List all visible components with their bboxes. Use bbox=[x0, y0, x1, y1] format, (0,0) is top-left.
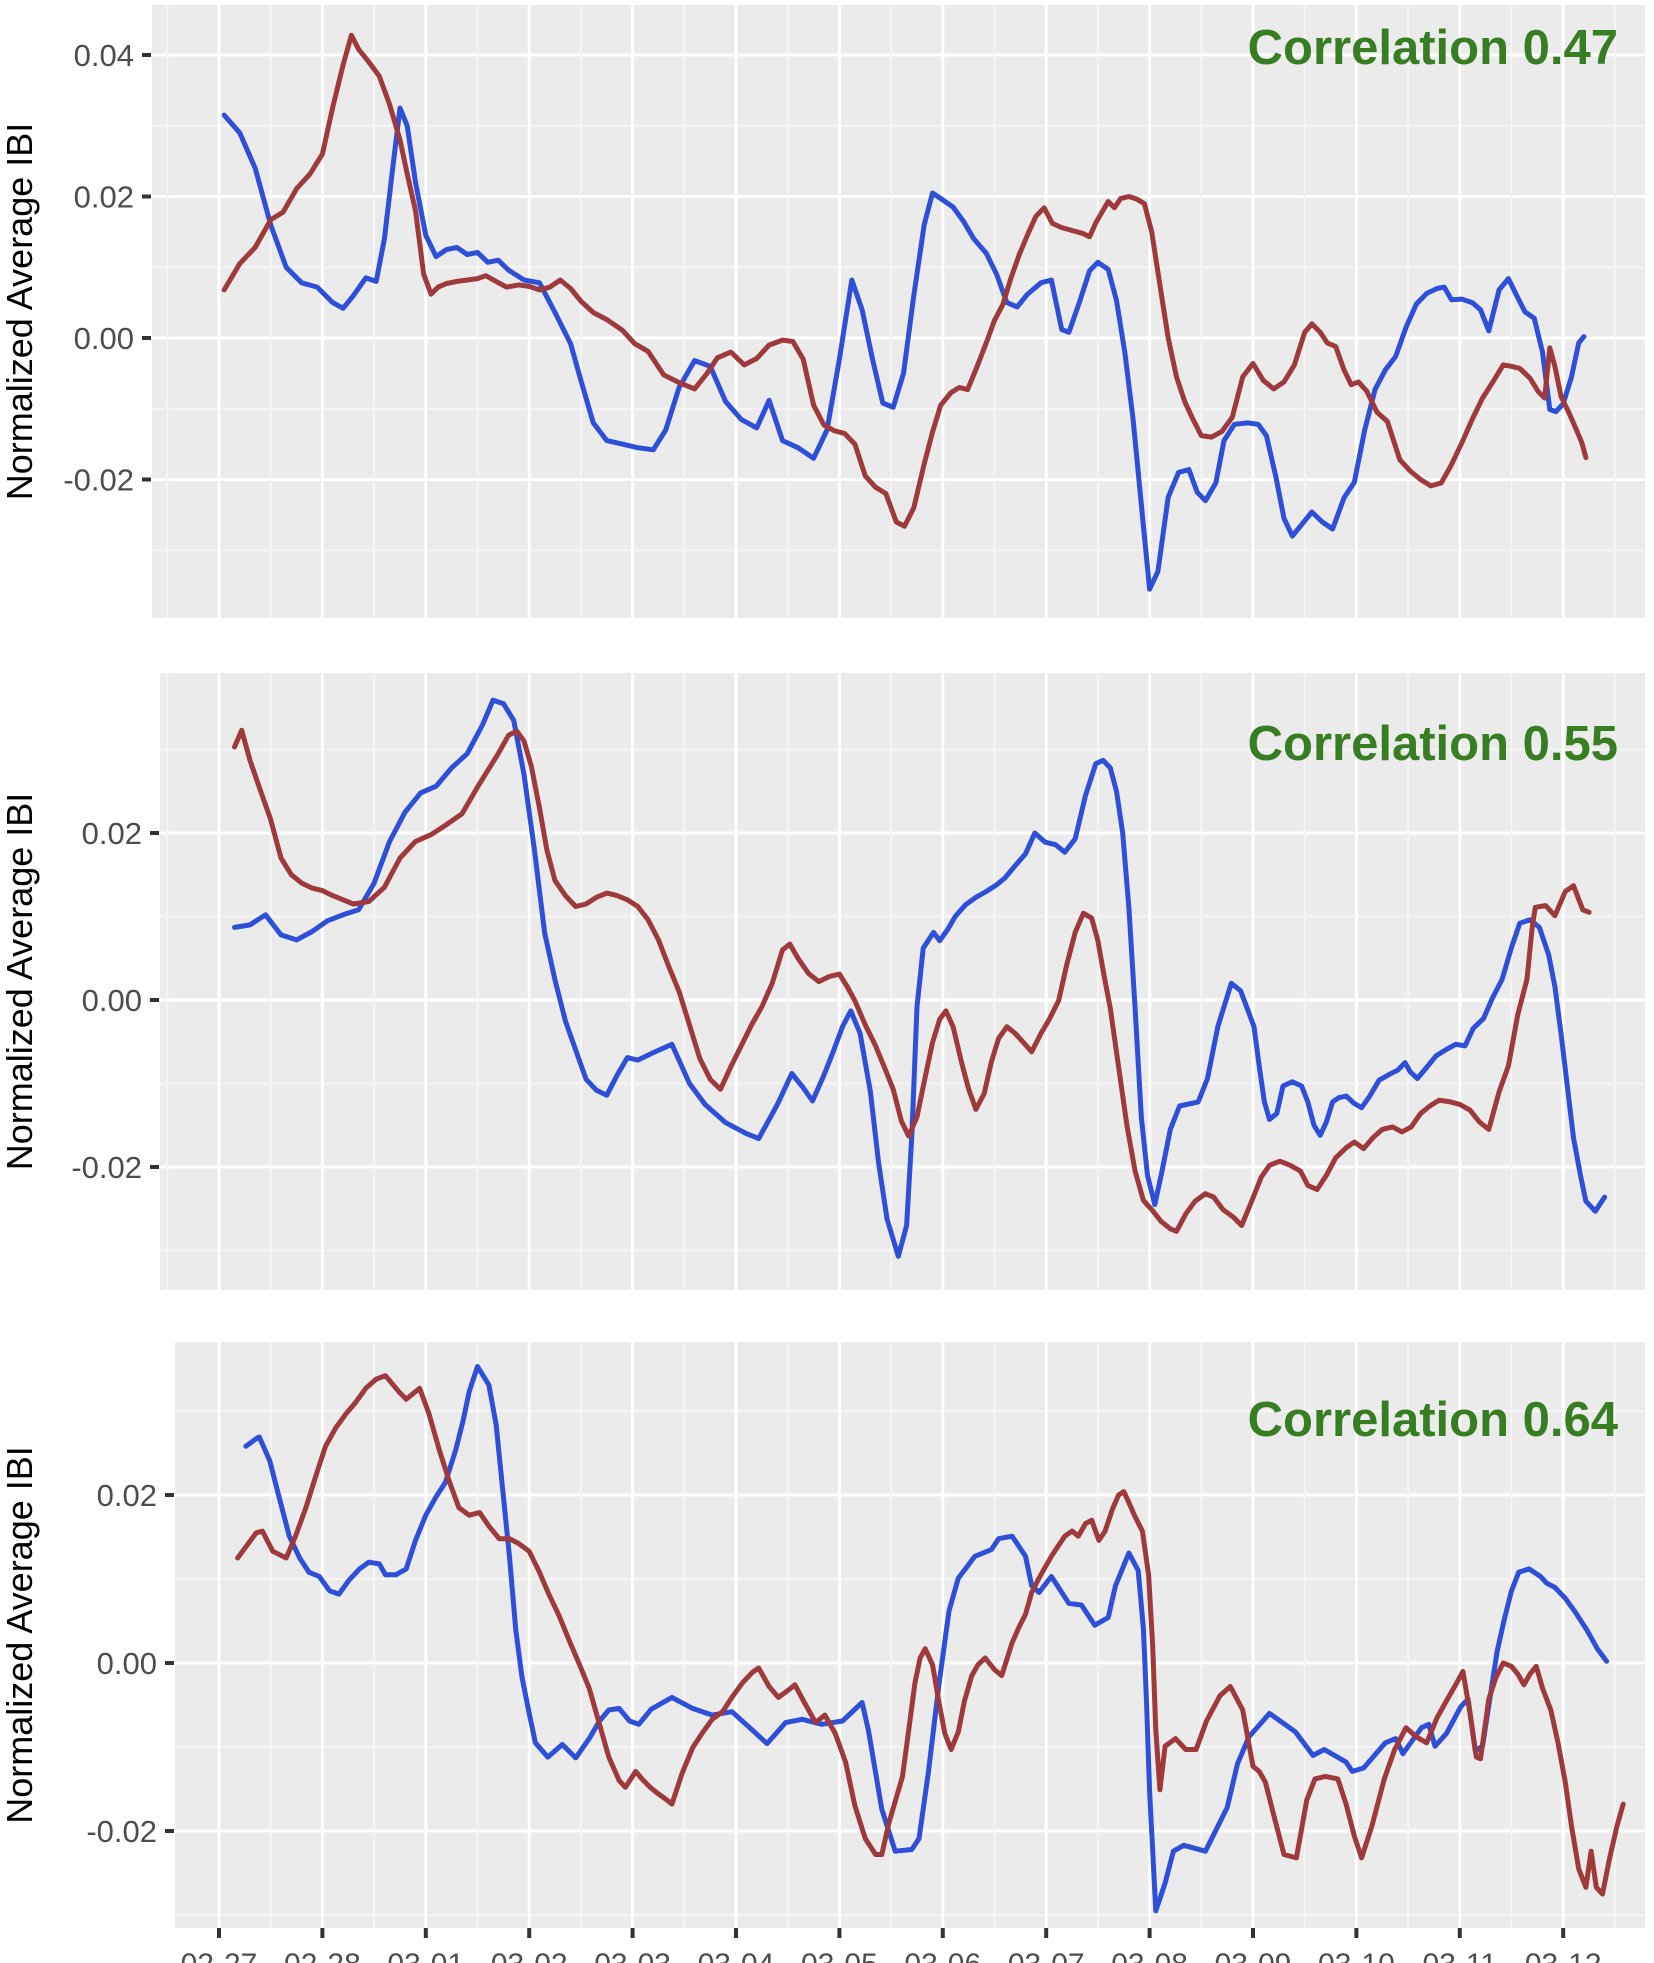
plot-panel bbox=[160, 673, 1645, 1290]
y-tick-label: 0.02 bbox=[82, 816, 142, 851]
gridlines bbox=[175, 1342, 1645, 1928]
series-lines bbox=[235, 1364, 1626, 1914]
chart-1: 0.04 0.02 0.00 -0.02 Correlation 0.47 Normali… bbox=[0, 5, 1645, 618]
x-tick-label: 03-07 bbox=[1008, 1948, 1085, 1963]
red-series-line bbox=[221, 32, 1589, 529]
x-tick-label: 03-06 bbox=[904, 1948, 981, 1963]
blue-series-line bbox=[232, 697, 1608, 1259]
y-tick-label: 0.04 bbox=[74, 38, 134, 73]
chart-3: 0.02 0.00 -0.02 02-27 02-28 03-01 03-02 03-03 03… bbox=[0, 1342, 1645, 1963]
y-tick-label: 0.00 bbox=[97, 1646, 157, 1681]
y-tick-label: 0.02 bbox=[97, 1478, 157, 1513]
correlation-annotation: Correlation 0.47 bbox=[1248, 21, 1618, 75]
y-axis-title: Normalized Average IBI bbox=[0, 123, 40, 501]
blue-series-line bbox=[243, 1364, 1610, 1914]
series-lines bbox=[232, 697, 1608, 1259]
x-tick-label: 03-01 bbox=[387, 1948, 464, 1963]
x-tick-label: 03-02 bbox=[491, 1948, 568, 1963]
x-tick-label: 03-03 bbox=[594, 1948, 671, 1963]
x-tick-label: 03-04 bbox=[698, 1948, 775, 1963]
x-tick-label: 03-11 bbox=[1423, 1948, 1498, 1963]
y-axis-title: Normalized Average IBI bbox=[0, 1446, 40, 1824]
correlation-annotation: Correlation 0.55 bbox=[1248, 717, 1618, 771]
blue-series-line bbox=[221, 105, 1587, 592]
x-tick-label: 03-12 bbox=[1525, 1948, 1602, 1963]
series-lines bbox=[221, 32, 1589, 592]
y-tick-label: 0.00 bbox=[82, 983, 142, 1018]
gridlines bbox=[160, 673, 1645, 1290]
red-series-line bbox=[235, 1373, 1626, 1897]
x-tick-label: 02-27 bbox=[181, 1948, 258, 1963]
y-tick-label: 0.02 bbox=[74, 180, 134, 215]
x-tick-label: 02-28 bbox=[284, 1948, 361, 1963]
x-tick-label: 03-10 bbox=[1318, 1948, 1395, 1963]
gridlines bbox=[152, 5, 1645, 618]
correlation-annotation: Correlation 0.64 bbox=[1248, 1393, 1618, 1447]
y-axis-title: Normalized Average IBI bbox=[0, 793, 40, 1171]
y-tick-label: -0.02 bbox=[86, 1814, 157, 1849]
x-tick-label: 03-09 bbox=[1215, 1948, 1292, 1963]
red-series-line bbox=[232, 727, 1592, 1234]
y-tick-label: -0.02 bbox=[63, 463, 134, 498]
y-tick-label: 0.00 bbox=[74, 321, 134, 356]
y-tick-label: -0.02 bbox=[71, 1150, 142, 1185]
plot-panel bbox=[152, 5, 1645, 618]
x-tick-label: 03-08 bbox=[1111, 1948, 1188, 1963]
chart-2: 0.02 0.00 -0.02 Correlation 0.55 Normalized … bbox=[0, 673, 1645, 1290]
x-tick-label: 03-05 bbox=[801, 1948, 878, 1963]
